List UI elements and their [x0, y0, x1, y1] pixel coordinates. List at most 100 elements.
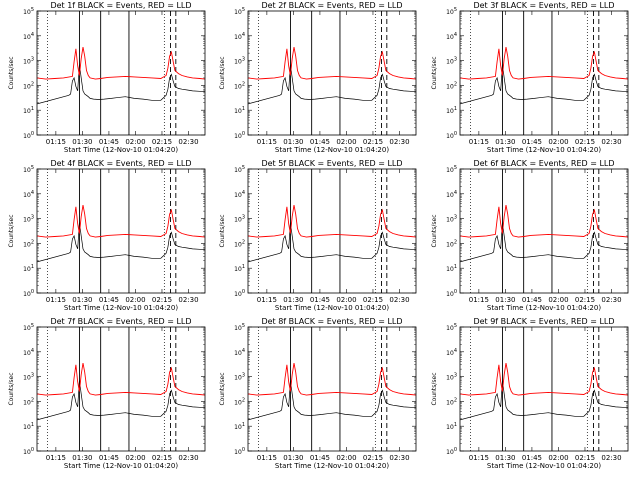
- x-tick-label: 02:00: [548, 138, 568, 146]
- y-tick-label: 105: [234, 323, 245, 332]
- series-line-events: [248, 64, 416, 105]
- y-axis-label: Counts/sec: [431, 214, 438, 247]
- x-tick-label: 01:30: [495, 138, 515, 146]
- y-tick-label: 104: [234, 348, 245, 357]
- series-line-lld: [460, 205, 628, 238]
- x-tick-label: 01:45: [522, 296, 542, 304]
- x-tick-label: 01:45: [522, 454, 542, 462]
- chart-panel-4f: Det 4f BLACK = Events, RED = LLD 100 101 10…: [8, 159, 206, 312]
- x-tick-label: 02:15: [575, 138, 595, 146]
- x-tick-label: 01:30: [72, 454, 92, 462]
- x-tick-label: 02:15: [363, 296, 383, 304]
- y-tick-label: 103: [23, 215, 34, 224]
- y-tick-label: 105: [446, 165, 457, 174]
- series-line-lld: [37, 47, 205, 80]
- x-tick-label: 02:00: [336, 138, 356, 146]
- y-axis-label: Counts/sec: [8, 372, 15, 405]
- plot-frame: [36, 168, 206, 294]
- plot-frame: [247, 326, 417, 452]
- series-line-events: [37, 222, 205, 263]
- chart-panel-2f: Det 2f BLACK = Events, RED = LLD 100 101 10…: [219, 1, 417, 154]
- x-axis-label: Start Time (12-Nov-10 01:04:20): [275, 146, 389, 154]
- x-tick-label: 01:30: [495, 454, 515, 462]
- y-tick-label: 104: [234, 190, 245, 199]
- x-tick-label: 01:15: [46, 454, 66, 462]
- x-tick-label: 02:15: [152, 138, 172, 146]
- x-axis-label: Start Time (12-Nov-10 01:04:20): [487, 462, 601, 470]
- y-tick-label: 102: [23, 81, 34, 90]
- x-tick-label: 01:45: [99, 138, 119, 146]
- y-tick-label: 103: [23, 373, 34, 382]
- x-tick-label: 01:30: [72, 296, 92, 304]
- plot-frame: [247, 168, 417, 294]
- panel-title: Det 6f BLACK = Events, RED = LLD: [473, 159, 614, 168]
- x-tick-label: 01:30: [72, 138, 92, 146]
- y-tick-label: 103: [446, 57, 457, 66]
- series-line-lld: [248, 47, 416, 80]
- chart-panel-8f: Det 8f BLACK = Events, RED = LLD 100 101 10…: [219, 317, 417, 470]
- y-tick-label: 101: [446, 106, 457, 115]
- y-tick-label: 105: [446, 7, 457, 16]
- chart-panel-3f: Det 3f BLACK = Events, RED = LLD 100 101 10…: [431, 1, 629, 154]
- series-line-lld: [460, 363, 628, 396]
- y-tick-label: 102: [446, 239, 457, 248]
- x-tick-label: 01:15: [46, 296, 66, 304]
- y-tick-label: 101: [234, 106, 245, 115]
- y-axis-label: Counts/sec: [219, 56, 226, 89]
- x-tick-label: 02:15: [363, 454, 383, 462]
- y-axis-label: Counts/sec: [219, 372, 226, 405]
- x-tick-label: 01:30: [283, 296, 303, 304]
- x-tick-label: 02:00: [125, 138, 145, 146]
- x-tick-label: 01:15: [469, 138, 489, 146]
- series-line-events: [248, 222, 416, 263]
- y-tick-label: 104: [23, 190, 34, 199]
- x-tick-label: 02:30: [601, 296, 621, 304]
- x-tick-label: 02:15: [363, 138, 383, 146]
- y-tick-label: 101: [23, 422, 34, 431]
- series-line-events: [460, 380, 628, 421]
- chart-panel-5f: Det 5f BLACK = Events, RED = LLD 100 101 10…: [219, 159, 417, 312]
- plot-frame: [36, 10, 206, 136]
- series-line-events: [460, 222, 628, 263]
- x-tick-label: 01:15: [46, 138, 66, 146]
- y-tick-label: 101: [446, 422, 457, 431]
- y-tick-label: 101: [234, 264, 245, 273]
- x-tick-label: 01:45: [99, 296, 119, 304]
- x-tick-label: 01:15: [469, 296, 489, 304]
- y-tick-label: 102: [234, 239, 245, 248]
- x-tick-label: 01:30: [495, 296, 515, 304]
- y-tick-label: 105: [23, 7, 34, 16]
- y-axis-label: Counts/sec: [431, 372, 438, 405]
- x-tick-label: 01:30: [283, 138, 303, 146]
- x-tick-label: 02:30: [601, 454, 621, 462]
- y-tick-label: 104: [234, 32, 245, 41]
- plot-frame: [247, 10, 417, 136]
- chart-panel-6f: Det 6f BLACK = Events, RED = LLD 100 101 10…: [431, 159, 629, 312]
- x-tick-label: 01:30: [283, 454, 303, 462]
- panel-grid: Det 1f BLACK = Events, RED = LLD 100 101 10…: [8, 1, 629, 470]
- y-tick-label: 100: [23, 447, 34, 456]
- y-tick-label: 100: [23, 289, 34, 298]
- x-tick-label: 02:30: [389, 296, 409, 304]
- x-tick-label: 02:30: [389, 454, 409, 462]
- x-tick-label: 01:15: [257, 138, 277, 146]
- x-tick-label: 01:45: [99, 454, 119, 462]
- y-tick-label: 103: [446, 373, 457, 382]
- x-tick-label: 01:15: [469, 454, 489, 462]
- y-tick-label: 102: [234, 81, 245, 90]
- x-tick-label: 01:45: [310, 138, 330, 146]
- panel-title: Det 8f BLACK = Events, RED = LLD: [261, 317, 402, 326]
- x-tick-label: 02:00: [336, 296, 356, 304]
- y-tick-label: 100: [446, 131, 457, 140]
- x-tick-label: 02:30: [178, 296, 198, 304]
- series-line-events: [460, 64, 628, 105]
- y-tick-label: 105: [23, 323, 34, 332]
- y-tick-label: 105: [234, 165, 245, 174]
- x-tick-label: 01:15: [257, 296, 277, 304]
- x-tick-label: 01:45: [522, 138, 542, 146]
- y-tick-label: 100: [446, 447, 457, 456]
- chart-panel-9f: Det 9f BLACK = Events, RED = LLD 100 101 10…: [431, 317, 629, 470]
- x-tick-label: 01:15: [257, 454, 277, 462]
